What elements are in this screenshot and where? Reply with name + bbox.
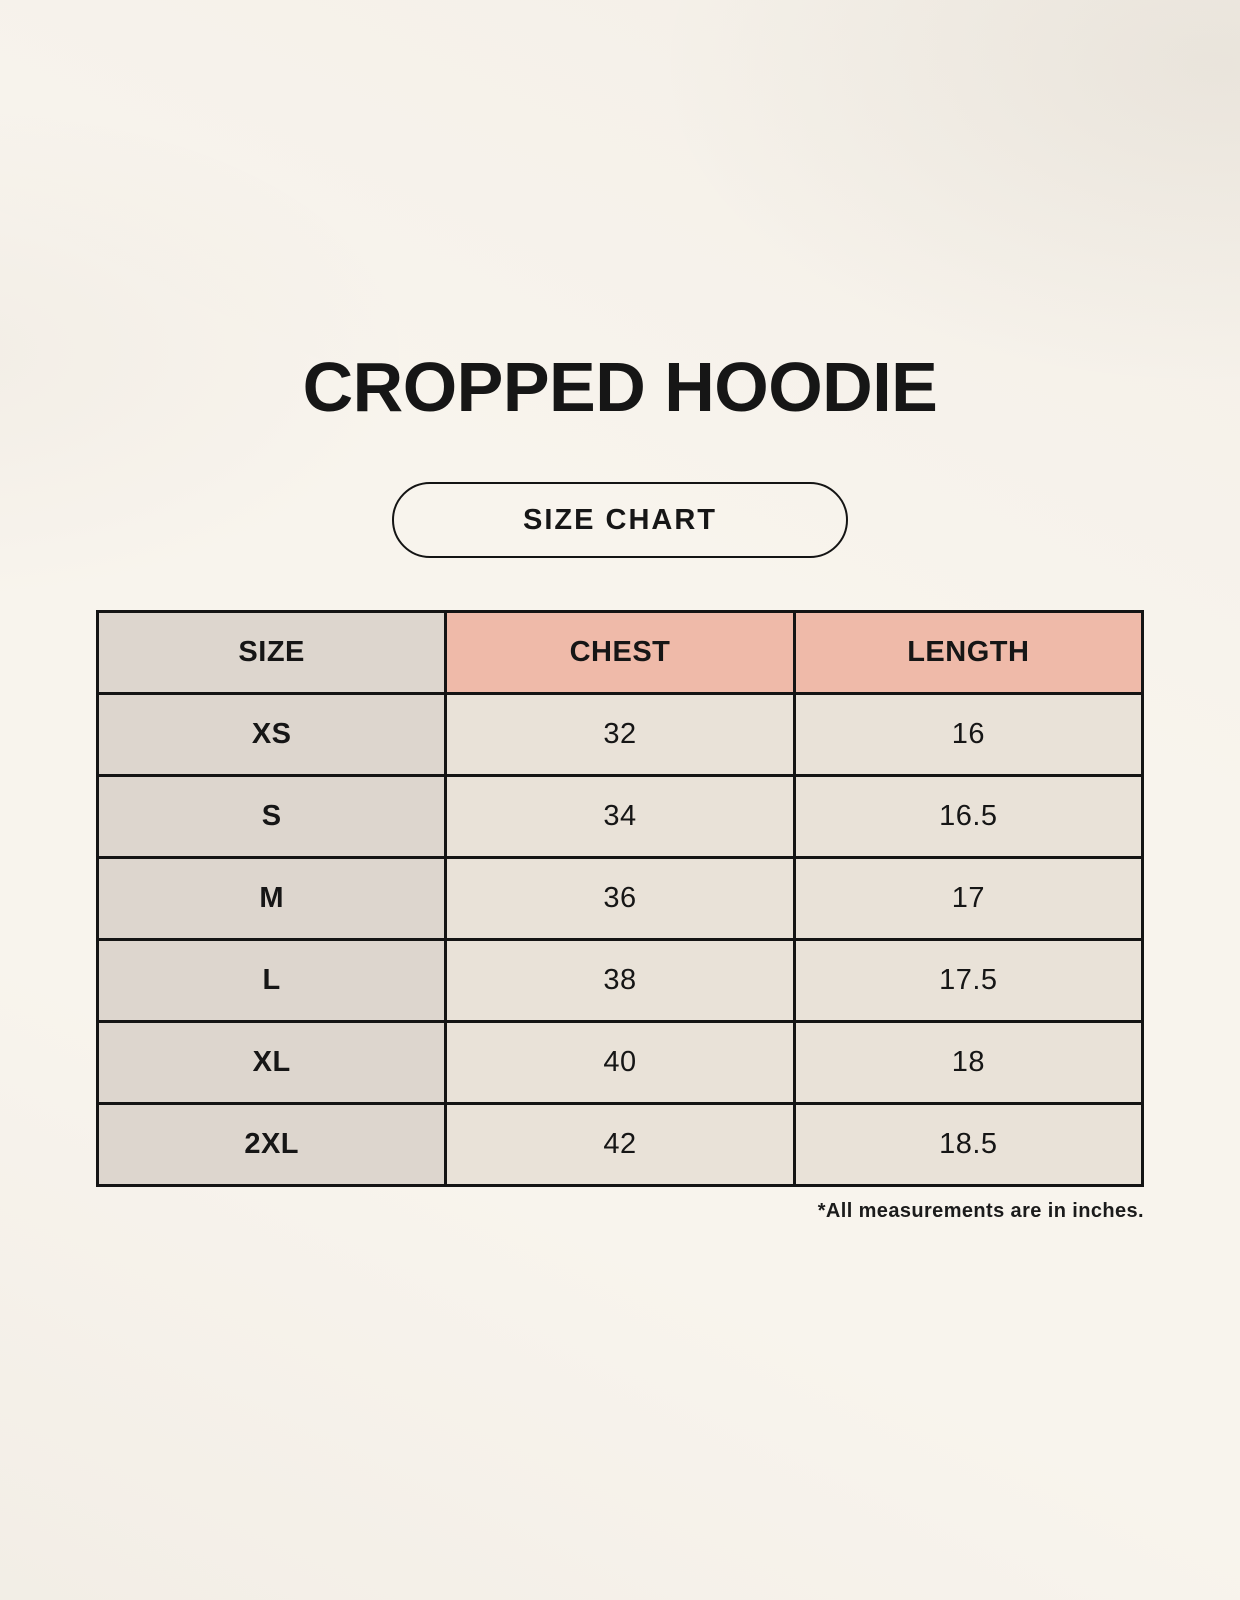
- length-cell: 16.5: [792, 774, 1145, 859]
- chest-cell: 34: [444, 774, 796, 859]
- column-header-chest: CHEST: [444, 610, 796, 695]
- table-row-2xl: 2XL 42 18.5: [95, 1102, 1145, 1187]
- length-cell: 18.5: [792, 1102, 1145, 1187]
- column-header-length: LENGTH: [792, 610, 1145, 695]
- chest-cell: 42: [444, 1102, 796, 1187]
- measurements-footnote: *All measurements are in inches.: [817, 1200, 1144, 1222]
- table-row-s: S 34 16.5: [95, 774, 1145, 859]
- chest-cell: 38: [444, 938, 796, 1023]
- column-header-size: SIZE: [95, 610, 448, 695]
- size-table-container: SIZE CHEST LENGTH XS 32 16 S 34 16.5 M: [95, 610, 1145, 1223]
- size-chart-button-label: SIZE CHART: [523, 503, 717, 536]
- chest-cell: 36: [444, 856, 796, 941]
- size-chart-page: CROPPED HOODIE SIZE CHART SIZE CHEST LEN…: [95, 348, 1145, 1223]
- length-cell: 16: [792, 692, 1145, 777]
- table-row-m: M 36 17: [95, 856, 1145, 941]
- size-table-header: SIZE CHEST LENGTH: [95, 610, 1145, 695]
- length-cell: 18: [792, 1020, 1145, 1105]
- size-cell: M: [95, 856, 448, 941]
- size-table: SIZE CHEST LENGTH XS 32 16 S 34 16.5 M: [95, 610, 1145, 1187]
- table-row-xs: XS 32 16: [95, 692, 1145, 777]
- page-title: CROPPED HOODIE: [302, 348, 938, 426]
- length-cell: 17: [792, 856, 1145, 941]
- size-chart-button[interactable]: SIZE CHART: [392, 482, 848, 558]
- chest-cell: 40: [444, 1020, 796, 1105]
- length-cell: 17.5: [792, 938, 1145, 1023]
- table-row-xl: XL 40 18: [95, 1020, 1145, 1105]
- chest-cell: 32: [444, 692, 796, 777]
- size-cell: S: [95, 774, 448, 859]
- size-cell: XS: [95, 692, 448, 777]
- table-row-l: L 38 17.5: [95, 938, 1145, 1023]
- header-row: SIZE CHEST LENGTH: [95, 610, 1145, 695]
- size-table-body: XS 32 16 S 34 16.5 M 36 17 L 38 17.5: [95, 692, 1145, 1187]
- size-cell: L: [95, 938, 448, 1023]
- size-cell: 2XL: [95, 1102, 448, 1187]
- size-cell: XL: [95, 1020, 448, 1105]
